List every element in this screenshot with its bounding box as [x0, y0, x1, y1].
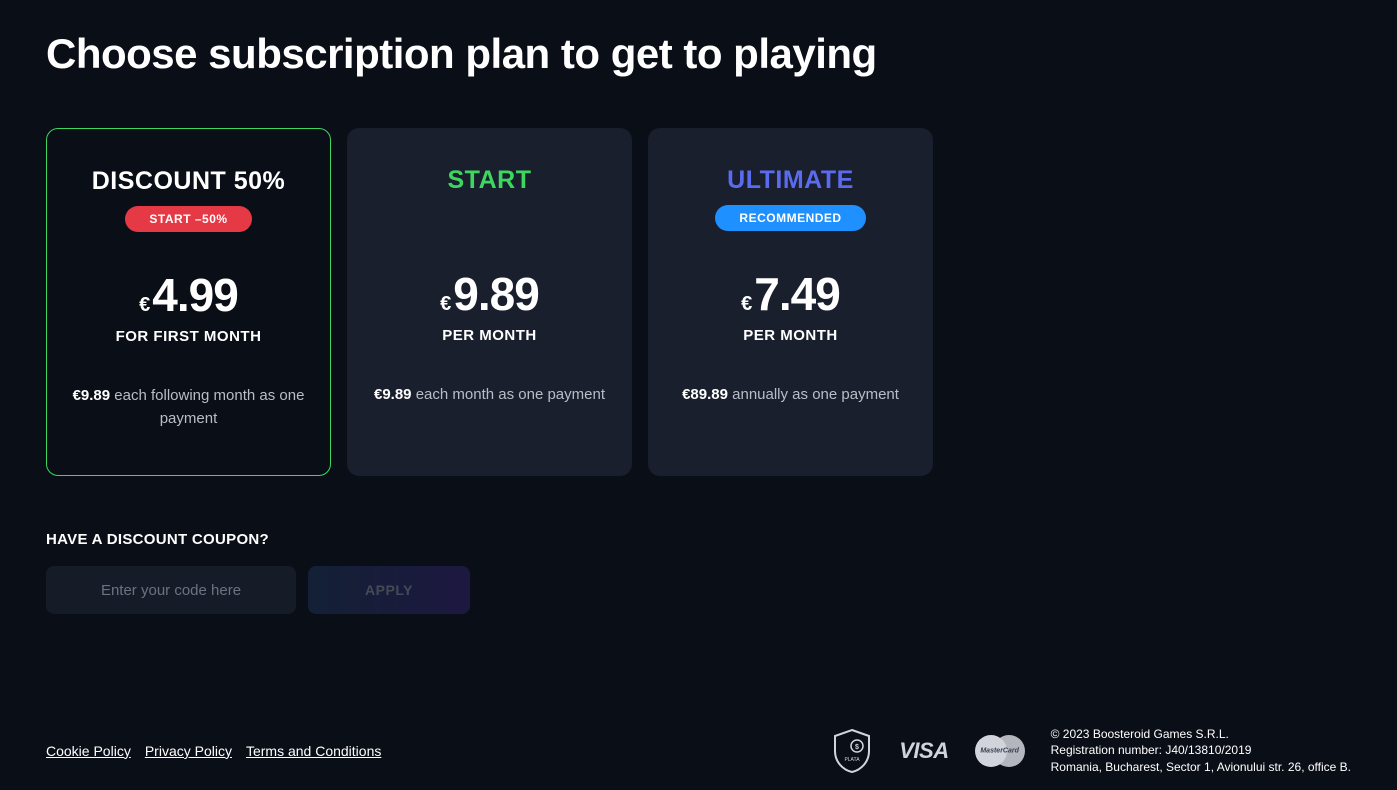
page-title: Choose subscription plan to get to playi… — [46, 30, 1351, 78]
plan-sub-detail: €9.89 each following month as one paymen… — [67, 385, 310, 430]
euro-sign: € — [741, 293, 752, 316]
plan-badge: START –50% — [125, 206, 251, 232]
sub-price: €89.89 — [682, 386, 728, 403]
sub-price: €9.89 — [374, 386, 412, 403]
coupon-row: APPLY — [46, 566, 1351, 614]
sub-text: each following month as one payment — [110, 387, 304, 427]
price-block: €9.89 PER MONTH — [440, 267, 539, 344]
plan-sub-detail: €89.89 annually as one payment — [682, 384, 899, 407]
footer-link-cookie-policy[interactable]: Cookie Policy — [46, 743, 131, 759]
price-value: 9.89 — [453, 267, 539, 321]
price-line: €7.49 — [741, 267, 840, 321]
price-line: €9.89 — [440, 267, 539, 321]
period-label: FOR FIRST MONTH — [116, 328, 262, 345]
footer: Cookie Policy Privacy Policy Terms and Con… — [0, 712, 1397, 790]
price-value: 4.99 — [152, 268, 238, 322]
apply-button[interactable]: APPLY — [308, 566, 470, 614]
sub-text: annually as one payment — [728, 386, 899, 403]
footer-right: $ PLATA VISA MasterCard © 2023 Boosteroi… — [831, 726, 1351, 776]
footer-link-privacy-policy[interactable]: Privacy Policy — [145, 743, 232, 759]
company-info: © 2023 Boosteroid Games S.R.L. Registrat… — [1051, 726, 1351, 776]
sub-text: each month as one payment — [412, 386, 605, 403]
coupon-section: HAVE A DISCOUNT COUPON? APPLY — [46, 531, 1351, 614]
price-block: €4.99 FOR FIRST MONTH — [116, 268, 262, 345]
plan-card-discount-50-[interactable]: DISCOUNT 50% START –50% €4.99 FOR FIRST MON… — [46, 128, 331, 476]
plans-row: DISCOUNT 50% START –50% €4.99 FOR FIRST MON… — [46, 128, 1351, 476]
svg-text:PLATA: PLATA — [845, 757, 861, 763]
coupon-label: HAVE A DISCOUNT COUPON? — [46, 531, 1351, 548]
coupon-input[interactable] — [46, 566, 296, 614]
payment-badge-icon: $ PLATA — [831, 728, 873, 774]
footer-link-terms-and-conditions[interactable]: Terms and Conditions — [246, 743, 381, 759]
plan-name: START — [448, 166, 532, 195]
payment-icons: $ PLATA VISA MasterCard — [831, 728, 1024, 774]
plan-sub-detail: €9.89 each month as one payment — [374, 384, 605, 407]
visa-icon: VISA — [899, 738, 948, 764]
svg-text:$: $ — [855, 744, 859, 751]
plan-card-start[interactable]: START €9.89 PER MONTH €9.89 each month as o… — [347, 128, 632, 476]
period-label: PER MONTH — [440, 327, 539, 344]
company-line-3: Romania, Bucharest, Sector 1, Avionului … — [1051, 759, 1351, 776]
company-line-2: Registration number: J40/13810/2019 — [1051, 742, 1351, 759]
footer-links: Cookie Policy Privacy Policy Terms and Con… — [46, 743, 381, 759]
euro-sign: € — [440, 293, 451, 316]
mastercard-icon: MasterCard — [975, 735, 1025, 767]
period-label: PER MONTH — [741, 327, 840, 344]
price-value: 7.49 — [754, 267, 840, 321]
price-line: €4.99 — [116, 268, 262, 322]
company-line-1: © 2023 Boosteroid Games S.R.L. — [1051, 726, 1351, 743]
sub-price: €9.89 — [73, 387, 111, 404]
euro-sign: € — [139, 294, 150, 317]
plan-name: ULTIMATE — [727, 166, 854, 195]
price-block: €7.49 PER MONTH — [741, 267, 840, 344]
plan-badge: RECOMMENDED — [715, 205, 865, 231]
plan-card-ultimate[interactable]: ULTIMATE RECOMMENDED €7.49 PER MONTH €89.89 … — [648, 128, 933, 476]
plan-name: DISCOUNT 50% — [92, 167, 286, 196]
